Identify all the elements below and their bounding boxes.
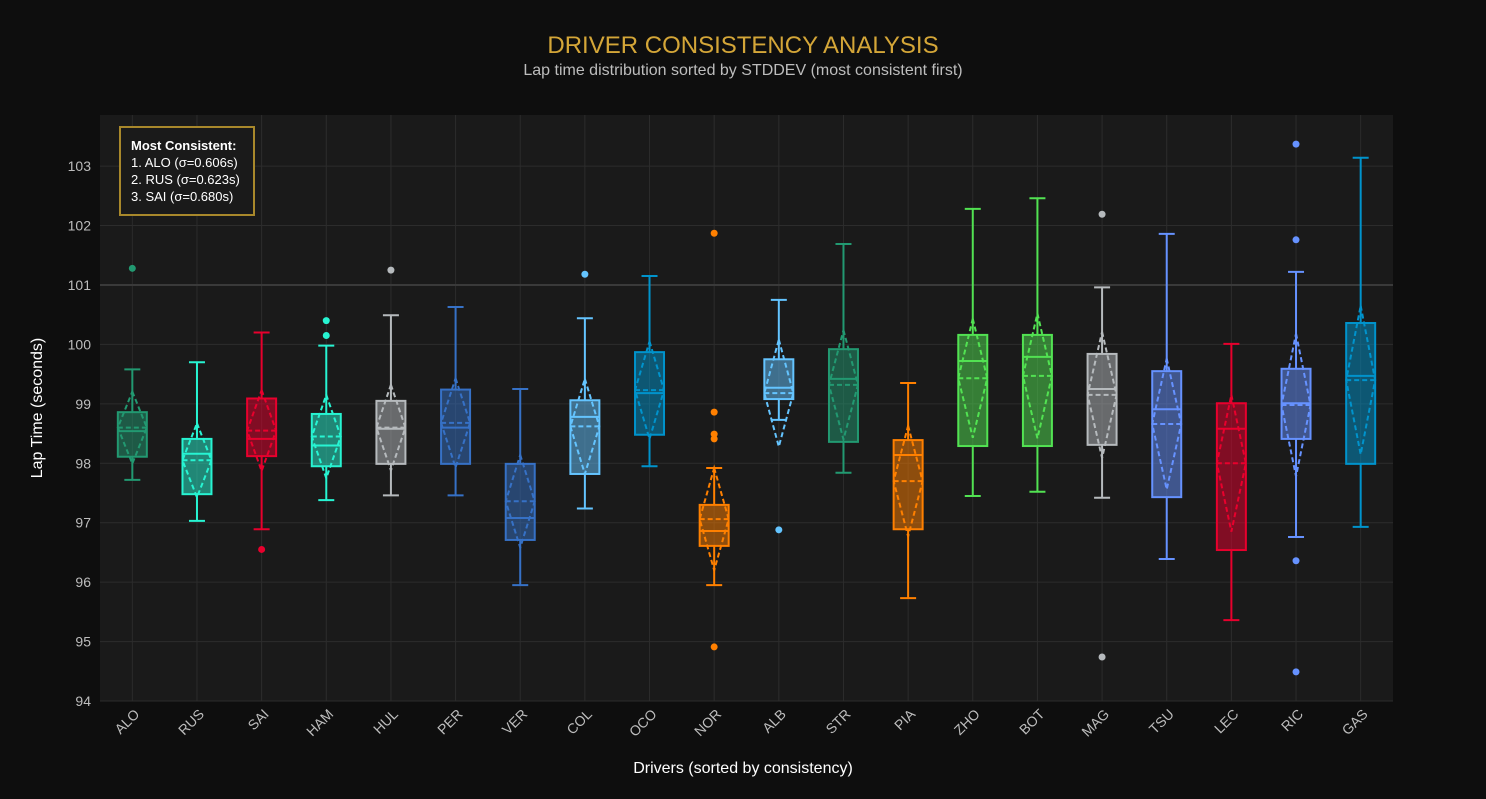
annotation-line-1: 1. ALO (σ=0.606s) [131, 155, 238, 170]
y-tick-label: 98 [75, 455, 91, 471]
mean-sd-diamond [698, 464, 730, 574]
mean-sd-diamond [1280, 333, 1312, 477]
consistency-annotation: Most Consistent: 1. ALO (σ=0.606s) 2. RU… [119, 126, 255, 216]
y-tick-label: 100 [68, 336, 92, 352]
iqr-box [892, 439, 924, 531]
box-ric [1280, 140, 1312, 676]
mean-sd-diamond [310, 391, 342, 482]
outlier-point [128, 264, 136, 272]
iqr-box [698, 503, 730, 547]
box-alb [763, 298, 795, 534]
mean-sd-diamond [1151, 358, 1183, 490]
box-mag [1086, 210, 1118, 661]
mean-sd-diamond [633, 337, 666, 443]
iqr-box [1215, 402, 1247, 552]
box-ver [504, 387, 536, 587]
iqr-box [1151, 370, 1183, 499]
y-axis-title: Lap Time (seconds) [29, 338, 46, 479]
mean-sd-diamond [957, 318, 989, 438]
box-oco [633, 275, 666, 468]
box-col [569, 270, 601, 510]
outlier-point [258, 545, 266, 553]
y-tick-label: 99 [75, 396, 91, 412]
box-sai [246, 331, 278, 553]
outlier-point [387, 266, 395, 274]
mean-sd-diamond [1215, 394, 1247, 532]
chart-subtitle: Lap time distribution sorted by STDDEV (… [523, 62, 962, 79]
box-lec [1215, 342, 1247, 622]
mean-sd-diamond [569, 375, 601, 478]
iqr-box [116, 411, 148, 458]
iqr-box [957, 333, 989, 448]
outlier-point [1098, 210, 1106, 218]
annotation-heading: Most Consistent: [131, 138, 237, 153]
mean-sd-diamond [763, 335, 795, 451]
box-per [440, 305, 472, 497]
mean-sd-diamond [440, 375, 472, 471]
mean-sd-diamond [246, 387, 278, 474]
y-tick-label: 94 [75, 693, 91, 709]
box-rus [181, 361, 213, 522]
iqr-box [246, 397, 278, 458]
mean-sd-diamond [827, 326, 860, 444]
mean-sd-diamond [1086, 331, 1118, 459]
iqr-box [375, 399, 407, 465]
y-tick-label: 97 [75, 515, 91, 531]
x-axis-title: Drivers (sorted by consistency) [633, 760, 853, 777]
outlier-point [322, 317, 330, 325]
mean-sd-diamond [116, 388, 148, 467]
outlier-point [1292, 140, 1300, 148]
plot-area [100, 115, 1393, 701]
mean-sd-diamond [504, 451, 536, 552]
mean-sd-diamond [375, 381, 407, 474]
outlier-point [322, 331, 330, 339]
box-ham [310, 317, 342, 502]
mean-sd-diamond [1345, 305, 1377, 455]
box-alo [116, 264, 148, 481]
mean-sd-diamond [892, 421, 924, 541]
outlier-point [1292, 236, 1300, 244]
mean-sd-diamond [1021, 313, 1053, 439]
mean-sd-diamond [181, 420, 213, 501]
box-pia [892, 382, 924, 600]
iqr-box [1345, 322, 1377, 465]
iqr-box [1086, 352, 1118, 446]
outlier-point [1098, 653, 1106, 661]
y-tick-label: 103 [68, 158, 92, 174]
box-zho [957, 207, 989, 497]
box-tsu [1151, 232, 1183, 560]
outlier-point [1292, 668, 1300, 676]
box-gas [1345, 156, 1377, 528]
y-tick-label: 101 [68, 277, 92, 293]
box-bot [1021, 197, 1053, 493]
outlier-point [775, 526, 783, 534]
y-tick-label: 96 [75, 574, 91, 590]
annotation-line-2: 2. RUS (σ=0.623s) [131, 172, 240, 187]
outlier-point [710, 229, 718, 237]
box-str [827, 242, 860, 474]
chart-title: DRIVER CONSISTENCY ANALYSIS [547, 32, 938, 59]
y-tick-label: 102 [68, 218, 92, 234]
outlier-point [710, 408, 718, 416]
outlier-point [710, 643, 718, 651]
iqr-box [827, 348, 859, 443]
y-tick-label: 95 [75, 634, 91, 650]
annotation-line-3: 3. SAI (σ=0.680s) [131, 189, 234, 204]
box-hul [375, 266, 407, 497]
box-nor [698, 229, 730, 651]
outlier-point [1292, 557, 1300, 565]
outlier-point [710, 435, 718, 443]
outlier-point [581, 270, 589, 278]
